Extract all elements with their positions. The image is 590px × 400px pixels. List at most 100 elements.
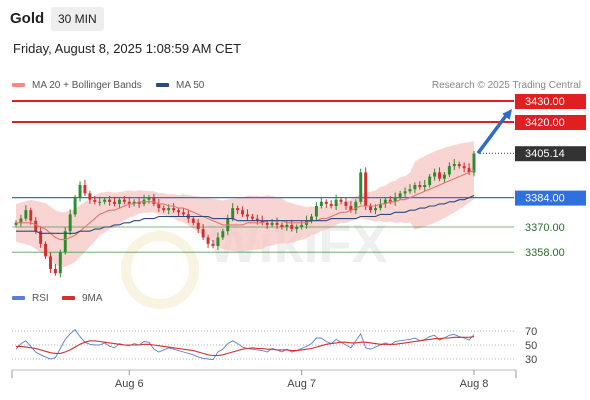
candle — [147, 197, 151, 200]
candle — [34, 220, 38, 232]
candle — [280, 224, 284, 227]
rsi-series-0 — [15, 328, 475, 361]
candle — [231, 208, 235, 219]
level-label-5: 3358.00 — [525, 247, 565, 259]
candle — [314, 206, 318, 217]
candle — [44, 243, 48, 257]
candle — [265, 222, 269, 225]
candle — [334, 199, 338, 206]
candle — [162, 208, 166, 211]
candle — [457, 164, 461, 167]
candle — [393, 197, 397, 202]
candle — [413, 185, 417, 190]
candle — [462, 166, 466, 169]
candle — [295, 227, 299, 230]
level-tag-3 — [515, 190, 586, 206]
candle — [324, 201, 328, 204]
candle — [408, 189, 412, 192]
rsi-tick-label-1: 50 — [525, 340, 537, 352]
candle — [447, 166, 451, 175]
candle — [245, 214, 249, 217]
candle — [157, 203, 161, 209]
candle — [201, 229, 205, 238]
datetime-label: Friday, August 8, 2025 1:08:59 AM CET — [13, 41, 242, 56]
candle — [236, 208, 240, 211]
candle — [388, 199, 392, 202]
rsi-tick-label-0: 70 — [525, 326, 537, 338]
rsi-series-1 — [16, 336, 475, 357]
candle — [354, 201, 358, 211]
legend-label-rsi: RSI — [32, 293, 49, 304]
candle — [255, 218, 259, 221]
candle — [196, 222, 200, 230]
candle — [349, 206, 353, 211]
candle — [438, 172, 442, 179]
candle — [181, 212, 185, 215]
rsi-tick-label-2: 30 — [525, 354, 537, 366]
candle — [310, 216, 313, 221]
level-label-3: 3384.00 — [525, 193, 565, 205]
candle — [191, 218, 195, 223]
candle — [103, 199, 107, 202]
candle — [63, 231, 67, 253]
timeframe-button[interactable]: 30 MIN — [51, 7, 104, 31]
candle — [108, 199, 112, 202]
candle — [452, 164, 456, 167]
candle — [442, 174, 446, 179]
candle — [275, 222, 279, 225]
candle — [319, 201, 323, 206]
candle — [423, 185, 427, 188]
candle — [290, 224, 294, 230]
candle — [433, 172, 437, 177]
candle — [48, 256, 52, 269]
candle — [93, 199, 97, 202]
candle — [58, 252, 62, 274]
level-tag-0 — [515, 94, 586, 109]
source-credit: Research © 2025 Trading Central — [431, 80, 581, 91]
level-tag-1 — [515, 115, 586, 130]
candle — [14, 222, 18, 225]
x-tick-label-1: Aug 7 — [287, 378, 316, 390]
candle — [113, 201, 116, 204]
candle — [472, 153, 476, 173]
legend-swatch-ma20 — [12, 83, 25, 88]
candle — [378, 203, 382, 209]
legend-item-9ma: 9MA — [62, 293, 103, 304]
candle — [29, 210, 33, 221]
bollinger-band — [16, 141, 474, 267]
legend-item-ma20: MA 20 + Bollinger Bands — [12, 80, 142, 91]
x-tick-label-2: Aug 8 — [460, 378, 489, 390]
candle — [221, 231, 225, 238]
candle — [73, 197, 77, 215]
legend-label-ma50: MA 50 — [176, 80, 205, 91]
legend-label-9ma: 9MA — [82, 293, 103, 304]
candle — [374, 208, 377, 211]
candle — [122, 199, 126, 202]
candle — [24, 210, 28, 219]
legend-swatch-ma50 — [156, 83, 169, 88]
candle — [206, 237, 210, 244]
x-tick-label-0: Aug 6 — [115, 378, 144, 390]
candle — [344, 201, 348, 206]
level-label-2: 3405.14 — [525, 148, 565, 160]
candle — [19, 218, 23, 223]
candle — [68, 214, 72, 232]
candle — [339, 199, 343, 202]
candle — [260, 220, 264, 223]
watermark-logo — [121, 231, 199, 309]
legend-swatch-9ma — [62, 296, 75, 301]
candle — [211, 243, 215, 246]
candle — [364, 172, 368, 206]
candle — [369, 206, 373, 211]
candle — [132, 201, 136, 204]
candle — [39, 231, 43, 244]
candle — [300, 224, 304, 227]
level-label-0: 3430.00 — [525, 96, 565, 108]
candle — [88, 193, 92, 200]
candle — [241, 210, 245, 215]
candle — [403, 191, 407, 194]
instrument-title: Gold — [10, 10, 45, 27]
candle — [167, 208, 171, 211]
level-tag-2 — [515, 146, 586, 162]
